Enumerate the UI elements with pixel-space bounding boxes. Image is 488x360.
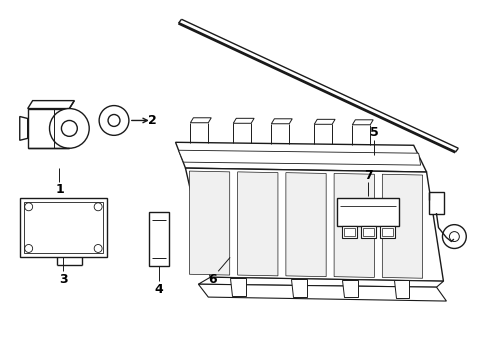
Text: 4: 4 [154,283,163,296]
Polygon shape [237,172,277,276]
Polygon shape [28,100,74,109]
Polygon shape [178,150,420,165]
Polygon shape [230,278,245,296]
Circle shape [442,225,466,248]
Text: 3: 3 [59,273,67,286]
Polygon shape [198,284,446,301]
Polygon shape [233,118,254,123]
Polygon shape [290,279,306,297]
Polygon shape [28,109,69,148]
Text: 1: 1 [55,184,63,197]
Bar [379,226,394,238]
Bar [427,192,444,214]
Polygon shape [271,119,292,124]
Bar [342,226,356,238]
Polygon shape [190,118,211,123]
Polygon shape [352,120,372,125]
Polygon shape [185,168,443,281]
Bar [148,212,168,266]
Polygon shape [314,119,334,124]
Polygon shape [175,142,426,172]
Text: 7: 7 [363,168,372,181]
Bar [20,198,107,257]
Bar [344,228,354,235]
Bar [360,226,375,238]
Polygon shape [20,117,28,140]
Text: 6: 6 [207,273,216,286]
Text: 2: 2 [148,114,157,127]
Polygon shape [189,171,229,275]
Text: 5: 5 [369,126,378,139]
Polygon shape [285,173,325,276]
Polygon shape [393,280,408,298]
Circle shape [49,109,89,148]
Polygon shape [342,280,357,297]
Circle shape [99,105,129,135]
Polygon shape [198,277,443,287]
Bar [337,198,398,226]
Bar [381,228,392,235]
Polygon shape [382,174,422,278]
Bar [362,228,373,235]
Bar [24,202,103,253]
Polygon shape [333,174,374,278]
